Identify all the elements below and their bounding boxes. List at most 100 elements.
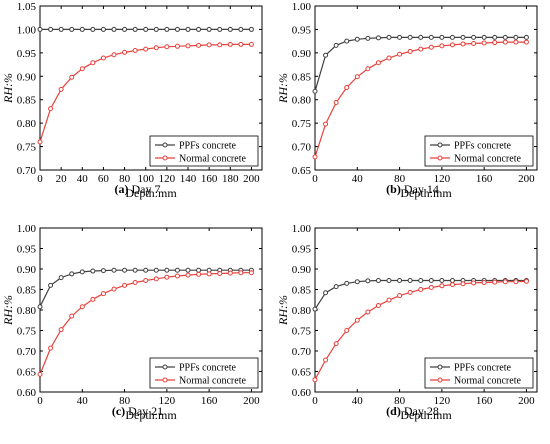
chart-panel-day-21: 0 40 80 120 160 200 0.60 0.65 0.70 0.75 0.80 0.85 0.… <box>0 222 275 444</box>
chart-svg: 0 40 80 120 160 200 0.65 0.70 0.75 0.80 0.85 0.90 0.… <box>276 1 538 200</box>
y-axis-label: RH:% <box>1 73 15 104</box>
caption-text: Day 21 <box>128 404 164 418</box>
data-point <box>37 304 43 310</box>
data-point <box>492 40 498 46</box>
y-tick-label: 0.80 <box>17 305 37 317</box>
x-tick-label: 0 <box>312 173 318 185</box>
legend-marker <box>437 377 443 383</box>
y-tick-label: 0.95 <box>17 244 37 256</box>
data-point <box>143 46 149 52</box>
data-point <box>185 272 191 278</box>
y-tick-label: 1.00 <box>292 223 312 235</box>
chart-svg: 0 40 80 120 160 200 0.60 0.65 0.70 0.75 0.80 0.85 0.… <box>1 223 263 422</box>
data-point <box>206 271 212 277</box>
data-point <box>132 267 138 273</box>
x-tick-label: 80 <box>119 395 131 407</box>
data-point <box>79 26 85 32</box>
data-point <box>449 277 455 283</box>
data-point <box>428 284 434 290</box>
y-tick-label: 0.70 <box>292 142 312 154</box>
data-point <box>79 304 85 310</box>
legend-marker <box>162 155 168 161</box>
series-line <box>314 36 527 92</box>
data-point <box>354 36 360 42</box>
data-point <box>196 267 202 273</box>
data-point <box>174 43 180 49</box>
data-point <box>217 271 223 277</box>
data-point <box>513 279 519 285</box>
x-tick-label: 200 <box>518 173 535 185</box>
x-tick-label: 0 <box>37 395 43 407</box>
data-point <box>418 277 424 283</box>
data-point <box>122 267 128 273</box>
data-point <box>248 41 254 47</box>
legend-box <box>149 135 259 167</box>
data-point <box>153 26 159 32</box>
y-tick-label: 0.95 <box>292 244 312 256</box>
y-tick-label: 0.75 <box>17 142 37 154</box>
data-point <box>502 39 508 45</box>
data-point <box>248 26 254 32</box>
data-point <box>111 26 117 32</box>
data-point <box>418 287 424 292</box>
y-tick-label: 0.95 <box>292 24 312 36</box>
data-point <box>323 52 329 58</box>
data-point <box>449 34 455 40</box>
data-point <box>513 34 519 40</box>
data-point <box>492 34 498 40</box>
y-tick-label: 0.95 <box>17 48 37 60</box>
x-tick-label: 0 <box>312 395 318 407</box>
data-point <box>69 26 75 32</box>
data-point <box>196 271 202 277</box>
data-point <box>386 297 392 303</box>
x-tick-label: 120 <box>434 395 451 407</box>
x-tick-label: 120 <box>434 173 451 185</box>
data-point <box>69 271 75 277</box>
legend-entry: Normal concrete <box>454 154 521 165</box>
data-point <box>460 281 466 287</box>
y-tick-label: 0.80 <box>292 305 312 317</box>
data-point <box>375 302 381 308</box>
data-point <box>206 26 212 32</box>
legend-marker <box>162 364 168 370</box>
data-point <box>185 267 191 273</box>
data-point <box>37 139 43 145</box>
data-point <box>100 26 106 32</box>
data-point <box>227 26 233 32</box>
data-point <box>481 34 487 40</box>
x-axis-label: Depth:mm <box>400 408 452 422</box>
x-axis-label: Depth:mm <box>400 186 452 200</box>
data-point <box>122 49 128 55</box>
data-point <box>333 341 339 347</box>
data-point <box>206 42 212 48</box>
chart-panel-day-28: 0 40 80 120 160 200 0.60 0.65 0.70 0.75 0.80 0.85 0.… <box>275 222 550 444</box>
data-point <box>132 280 138 286</box>
data-point <box>58 327 64 333</box>
data-point <box>153 276 159 282</box>
data-point <box>37 26 43 32</box>
data-point <box>439 283 445 289</box>
y-tick-label: 0.60 <box>17 387 37 399</box>
data-point <box>153 45 159 51</box>
y-tick-label: 0.70 <box>292 346 312 358</box>
x-axis-label: Depth:mm <box>125 186 177 200</box>
y-tick-label: 1.00 <box>17 24 37 36</box>
data-point <box>312 154 318 160</box>
x-tick-label: 100 <box>137 173 154 185</box>
legend-entry: PPFs concrete <box>179 363 237 374</box>
x-tick-label: 200 <box>243 395 260 407</box>
data-point <box>407 289 413 295</box>
data-point <box>523 278 529 284</box>
panel-caption: (c) Day 21 <box>0 404 275 419</box>
data-point <box>354 317 360 323</box>
data-point <box>365 66 371 72</box>
legend-marker <box>437 364 443 370</box>
x-tick-label: 40 <box>352 173 364 185</box>
data-point <box>79 66 85 72</box>
data-point <box>48 106 54 112</box>
panel-tag: (d) <box>386 404 401 418</box>
data-point <box>312 306 318 312</box>
data-point <box>386 277 392 283</box>
data-point <box>333 284 339 290</box>
x-tick-label: 40 <box>352 395 364 407</box>
